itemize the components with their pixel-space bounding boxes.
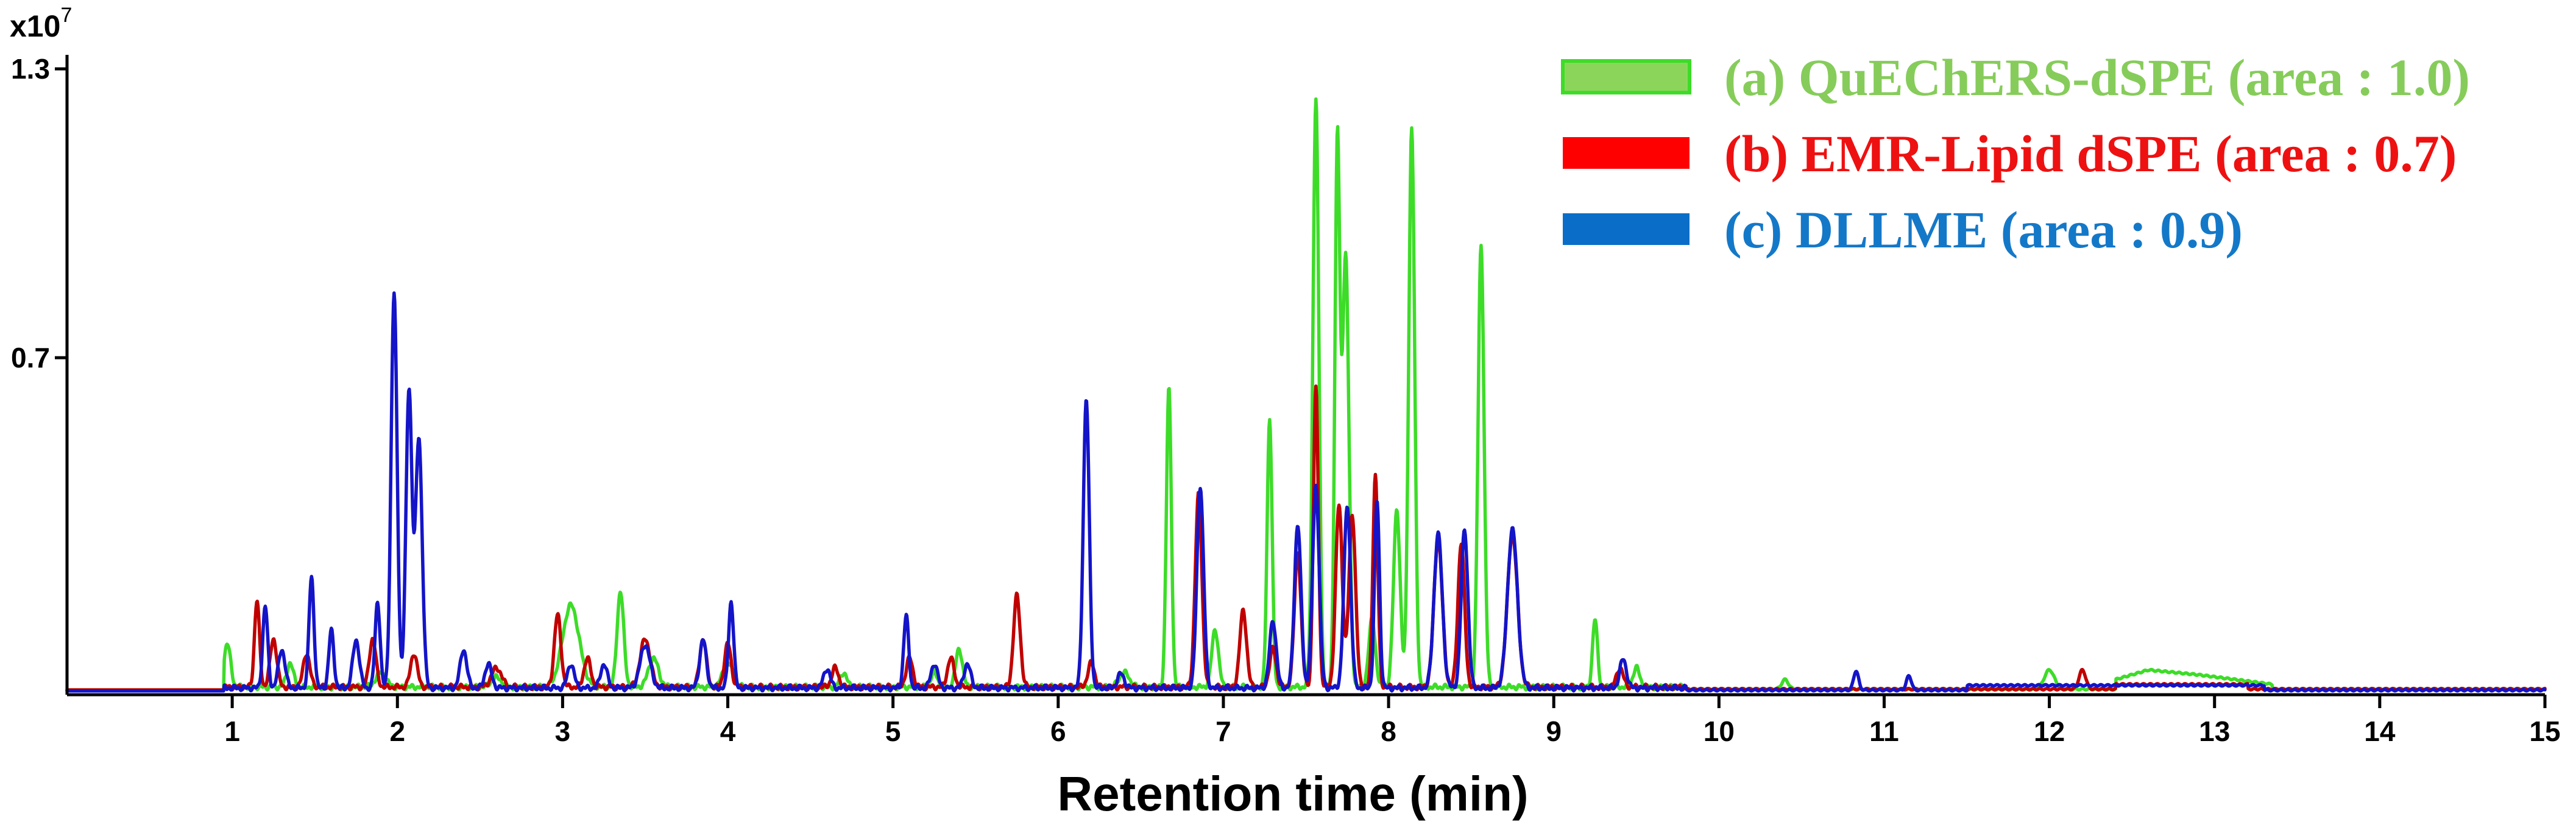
legend-label-2: (b) EMR-Lipid dSPE (area : 0.7) xyxy=(1724,124,2457,183)
legend-swatch-3 xyxy=(1563,213,1690,245)
series-line-a-quechers-dspe xyxy=(65,97,2547,692)
x-tick-label-15: 15 xyxy=(2529,715,2560,747)
x-tick-label-11: 11 xyxy=(1869,715,1899,747)
traces-group xyxy=(65,97,2547,693)
x-tick-label-3: 3 xyxy=(555,715,571,747)
axes-group xyxy=(65,55,2545,697)
legend-label-3: (c) DLLME (area : 0.9) xyxy=(1724,200,2243,259)
x-tick-label-7: 7 xyxy=(1215,715,1231,747)
series-line-b-emr-lipid-dspe xyxy=(65,384,2547,692)
y-multiplier-exponent: 7 xyxy=(60,4,72,27)
ticks-group: 1 2 3 4 5 6 7 8 9 10 11 12 13 14 150.71.3 xyxy=(11,53,2561,747)
x-tick-label-2: 2 xyxy=(389,715,405,747)
y-tick-label-1.3: 1.3 xyxy=(11,53,50,85)
x-tick-label-6: 6 xyxy=(1050,715,1066,747)
x-tick-label-12: 12 xyxy=(2034,715,2065,747)
legend: (a) QuEChERS-dSPE (area : 1.0) (b) EMR-Li… xyxy=(1561,48,2470,259)
x-tick-label-5: 5 xyxy=(885,715,901,747)
x-tick-label-1: 1 xyxy=(224,715,240,747)
x-tick-label-8: 8 xyxy=(1381,715,1396,747)
legend-swatch-2 xyxy=(1563,137,1690,169)
y-multiplier-label: x107 xyxy=(10,4,72,43)
legend-label-1: (a) QuEChERS-dSPE (area : 1.0) xyxy=(1724,48,2470,107)
legend-swatch-1 xyxy=(1561,59,1691,94)
x-tick-label-4: 4 xyxy=(720,715,736,747)
y-multiplier: x107 xyxy=(10,4,72,43)
x-tick-label-9: 9 xyxy=(1546,715,1562,747)
y-tick-label-0.7: 0.7 xyxy=(11,342,50,374)
x-tick-label-10: 10 xyxy=(1704,715,1735,747)
series-line-c-dllme xyxy=(65,291,2547,693)
x-tick-label-13: 13 xyxy=(2199,715,2230,747)
x-axis-title: Retention time (min) xyxy=(1057,767,1528,821)
x-tick-label-14: 14 xyxy=(2364,715,2396,747)
